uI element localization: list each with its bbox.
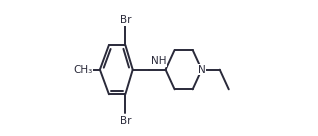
Text: Br: Br [120,15,131,25]
Text: N: N [198,65,205,75]
Text: NH: NH [151,56,166,66]
Text: Br: Br [120,116,131,126]
Text: CH₃: CH₃ [73,65,93,75]
Text: Br: Br [120,116,131,126]
Text: NH: NH [151,56,166,66]
Text: CH₃: CH₃ [73,65,93,75]
Text: N: N [198,65,205,75]
Text: Br: Br [120,15,131,25]
